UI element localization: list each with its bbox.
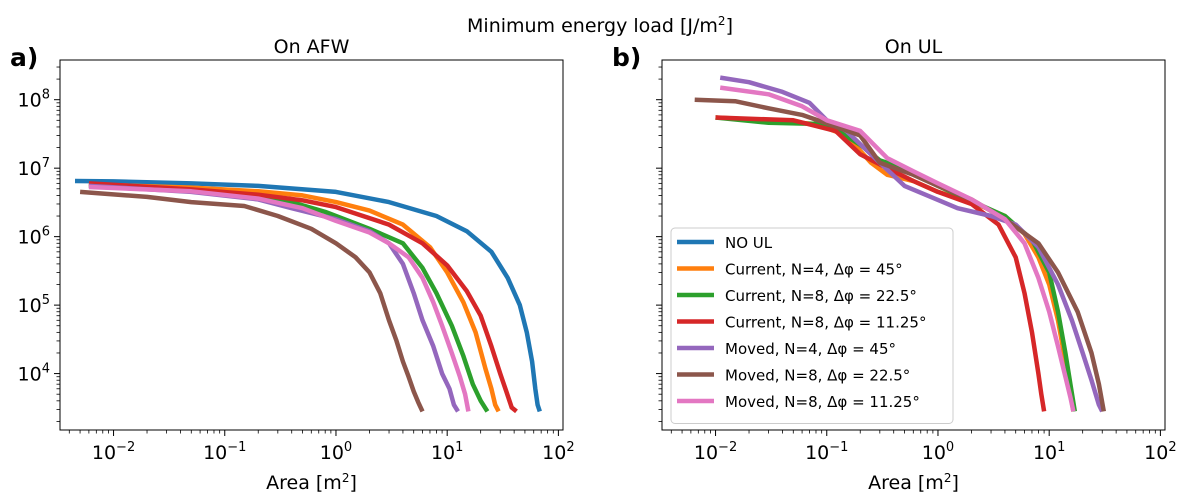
legend-label-4: Moved, N=4, Δφ = 45°: [725, 340, 896, 358]
x-tick-label-b-0: 10−2: [694, 440, 737, 464]
series-line-a-6: [88, 184, 471, 412]
x-tick-label-a-1: 10−1: [203, 440, 246, 464]
series-line-b-3: [715, 115, 1047, 412]
series-line-b-6: [719, 85, 1076, 412]
series-line-a-3: [88, 181, 518, 414]
x-tick-label-b-2: 100: [922, 440, 954, 464]
panel-a-letter: a): [10, 43, 38, 72]
panel-b-title: On UL: [885, 36, 943, 58]
figure-suptitle: Minimum energy load [J/m2]: [467, 14, 733, 37]
panel-a-xlabel: Area [m2]: [266, 471, 357, 494]
legend-box: [670, 227, 954, 424]
y-tick-label-a-0: 104: [18, 362, 50, 386]
panel-b-letter: b): [612, 43, 641, 72]
series-line-a-5: [79, 189, 425, 413]
y-tick-label-a-2: 106: [18, 225, 50, 249]
x-tick-label-a-0: 10−2: [92, 440, 135, 464]
x-tick-label-b-4: 102: [1144, 440, 1176, 464]
legend-label-3: Current, N=8, Δφ = 11.25°: [725, 314, 926, 332]
y-tick-label-a-4: 108: [18, 88, 50, 112]
legend: NO UL Current, N=4, Δφ = 45° Current, N=8,…: [670, 227, 954, 424]
panel-b: b) On UL Area [m2] 10−2 10−1 100 101 102: [612, 36, 1177, 494]
panel-a: a) On AFW Area [m2] 10−2 10−1 100 101 102 104…: [10, 36, 575, 494]
x-tick-label-b-3: 101: [1033, 440, 1065, 464]
y-tick-label-a-3: 107: [18, 156, 50, 180]
series-line-b-5: [694, 97, 1107, 412]
y-tick-label-a-1: 105: [18, 293, 50, 317]
panel-b-lines: [694, 75, 1107, 413]
x-tick-label-a-3: 101: [431, 440, 463, 464]
series-line-a-0: [74, 178, 542, 413]
legend-label-6: Moved, N=8, Δφ = 11.25°: [725, 393, 920, 411]
panel-a-ticks: 10−2 10−1 100 101 102 104 105 106 107 108: [18, 66, 575, 464]
legend-label-2: Current, N=8, Δφ = 22.5°: [725, 287, 917, 305]
panel-a-title: On AFW: [274, 36, 350, 58]
legend-label-1: Current, N=4, Δφ = 45°: [725, 261, 903, 279]
panel-b-ticks: 10−2 10−1 100 101 102: [656, 66, 1177, 464]
x-tick-label-a-2: 100: [320, 440, 352, 464]
legend-label-5: Moved, N=8, Δφ = 22.5°: [725, 367, 910, 385]
panel-b-xlabel: Area [m2]: [868, 471, 959, 494]
legend-label-0: NO UL: [725, 234, 773, 252]
x-tick-label-b-1: 10−1: [805, 440, 848, 464]
panel-a-lines: [74, 178, 542, 414]
x-tick-label-a-4: 102: [542, 440, 574, 464]
series-line-b-4: [719, 75, 1105, 413]
